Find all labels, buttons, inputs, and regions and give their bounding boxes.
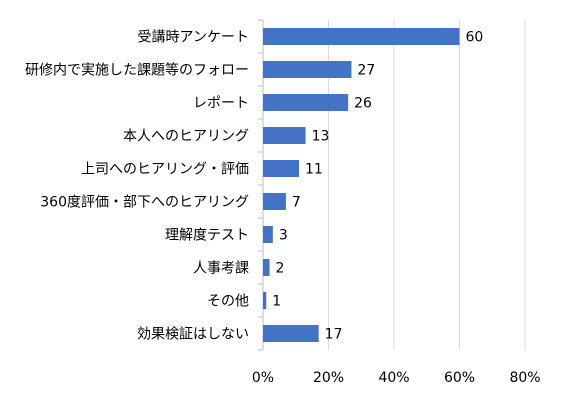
category-label: 受講時アンケート — [138, 30, 249, 46]
category-label: 研修内で実施した課題等のフォロー — [25, 62, 249, 79]
category-label: 人事考課 — [193, 261, 249, 277]
category-label: 360度評価・部下へのヒアリング — [40, 195, 249, 211]
data-label: 2 — [276, 261, 285, 277]
bar — [263, 61, 352, 78]
bar — [263, 28, 460, 45]
data-label: 60 — [466, 30, 484, 46]
data-label: 17 — [325, 327, 343, 343]
category-label: レポート — [193, 96, 249, 112]
category-label: 上司へのヒアリング・評価 — [81, 162, 249, 178]
data-label: 3 — [279, 228, 288, 244]
x-tick-label: 0% — [252, 370, 274, 386]
category-label: 本人へのヒアリング — [123, 129, 249, 145]
x-tick-label: 20% — [313, 370, 344, 386]
bar — [263, 127, 306, 144]
bar — [263, 325, 319, 342]
bar — [263, 226, 273, 243]
bar — [263, 193, 286, 210]
data-label: 11 — [305, 162, 323, 178]
category-label: 効果検証はしない — [137, 327, 249, 343]
bar — [263, 160, 300, 177]
bar — [263, 94, 349, 111]
data-label: 13 — [312, 129, 330, 145]
bar — [263, 259, 270, 276]
data-label: 27 — [357, 63, 375, 79]
bar — [263, 292, 267, 309]
category-label: 理解度テスト — [165, 228, 249, 244]
data-label: 1 — [272, 294, 281, 310]
data-label: 26 — [354, 96, 372, 112]
data-label: 7 — [292, 195, 301, 211]
category-label: その他 — [207, 294, 249, 310]
x-tick-label: 40% — [378, 370, 409, 386]
x-tick-label: 80% — [509, 370, 540, 386]
x-tick-label: 60% — [444, 370, 475, 386]
